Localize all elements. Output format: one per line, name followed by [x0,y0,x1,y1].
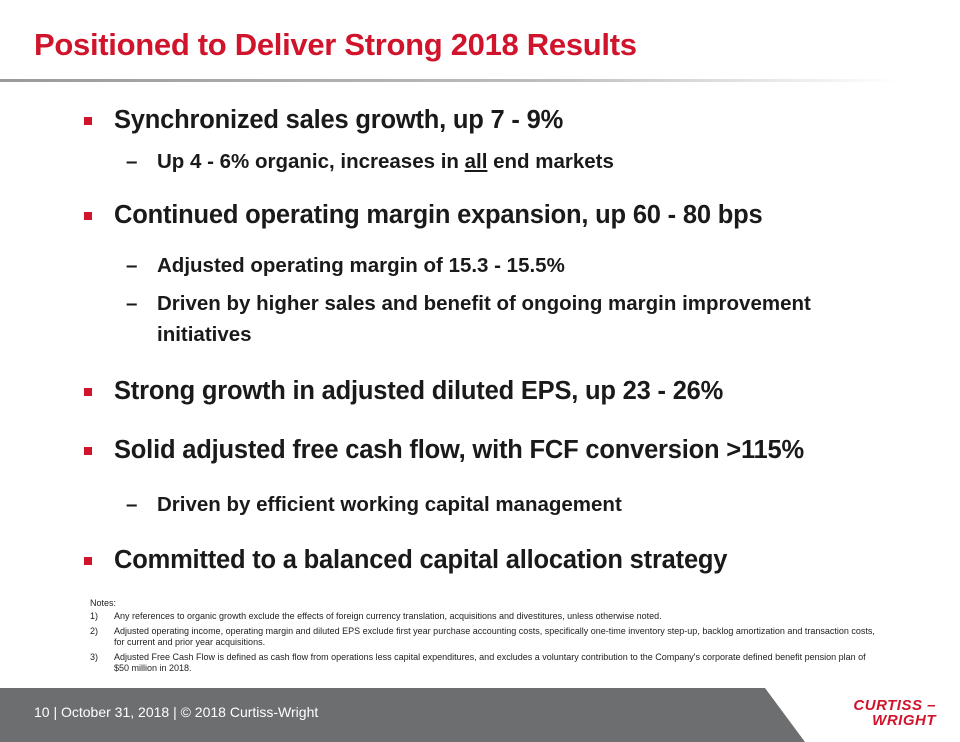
logo-line: WRIGHT [872,712,936,729]
sub-bullet-item: – Up 4 - 6% organic, increases in all en… [126,147,614,177]
note-text: Adjusted operating income, operating mar… [114,626,875,647]
emphasis-text: all [464,150,488,173]
bullet-item: Solid adjusted free cash flow, with FCF … [84,436,804,464]
note-number: 1) [90,611,99,621]
title-divider [0,79,900,82]
footnotes: Notes: 1) Any references to organic grow… [90,598,880,674]
note-number: 3) [90,652,99,662]
sub-bullet-text: Adjusted operating margin of 15.3 - 15.5… [157,254,565,277]
sub-bullet-item: – Driven by higher sales and benefit of … [126,289,811,319]
dash-icon: – [126,254,138,277]
logo-background-shape [765,688,960,742]
sub-bullet-continuation: initiatives [157,323,252,346]
company-logo: CURTISS – WRIGHT [826,698,936,728]
dash-icon: – [126,150,138,173]
bullet-item: Strong growth in adjusted diluted EPS, u… [83,377,724,405]
note-item: 1) Any references to organic growth excl… [90,611,880,622]
note-text: Any references to organic growth exclude… [114,611,662,621]
sub-bullet-item: – Adjusted operating margin of 15.3 - 15… [126,251,565,281]
sub-bullet-text: Driven by efficient working capital mana… [157,493,622,516]
sub-bullet-text: Driven by higher sales and benefit of on… [157,292,811,315]
footer-bar: 10 | October 31, 2018 | © 2018 Curtiss-W… [0,688,960,742]
note-number: 2) [90,626,99,636]
dash-icon: – [126,493,138,516]
dash-icon: – [126,292,138,315]
footer-text: 10 | October 31, 2018 | © 2018 Curtiss-W… [34,704,319,720]
bullet-item: Synchronized sales growth, up 7 - 9% [83,106,564,134]
bullet-item: Continued operating margin expansion, up… [83,201,763,229]
sub-bullet-item: – Driven by efficient working capital ma… [126,490,622,520]
note-item: 2) Adjusted operating income, operating … [90,626,880,648]
slide-title: Positioned to Deliver Strong 2018 Result… [34,27,637,62]
notes-heading: Notes: [90,598,117,608]
note-item: 3) Adjusted Free Cash Flow is defined as… [90,652,880,674]
logo-line: CURTISS – [853,697,936,714]
note-text: Adjusted Free Cash Flow is defined as ca… [114,652,866,673]
bullet-item: Committed to a balanced capital allocati… [83,546,728,574]
sub-bullet-text: Up 4 - 6% organic, increases in [157,150,465,173]
sub-bullet-text: end markets [487,150,614,173]
